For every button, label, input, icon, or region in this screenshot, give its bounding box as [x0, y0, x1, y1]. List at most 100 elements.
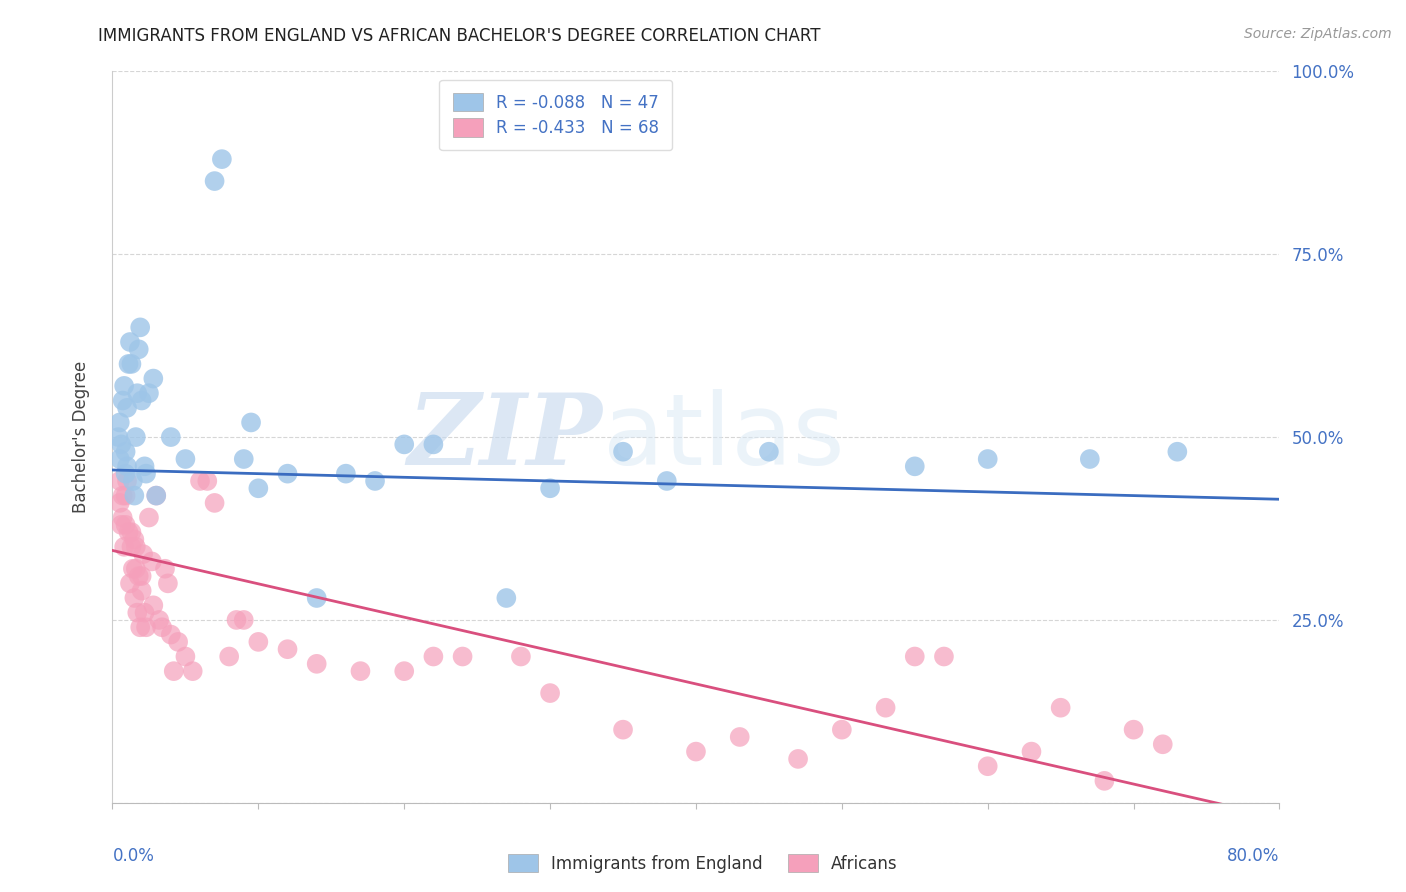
Point — [114, 444, 136, 458]
Point — [174, 452, 197, 467]
Point — [122, 474, 145, 488]
Point — [422, 437, 444, 451]
Text: Source: ZipAtlas.com: Source: ZipAtlas.com — [1244, 27, 1392, 41]
Point — [612, 723, 634, 737]
Point — [160, 627, 183, 641]
Y-axis label: Bachelor's Degree: Bachelor's Degree — [72, 361, 90, 513]
Point — [495, 591, 517, 605]
Point — [904, 649, 927, 664]
Point — [163, 664, 186, 678]
Point — [153, 562, 176, 576]
Point — [335, 467, 357, 481]
Point — [976, 452, 998, 467]
Point — [125, 430, 148, 444]
Point — [128, 569, 150, 583]
Point — [128, 343, 150, 357]
Point — [124, 591, 146, 605]
Point — [1166, 444, 1188, 458]
Legend: Immigrants from England, Africans: Immigrants from England, Africans — [502, 847, 904, 880]
Point — [1021, 745, 1043, 759]
Point — [875, 700, 897, 714]
Point — [120, 525, 142, 540]
Point — [305, 591, 328, 605]
Point — [167, 635, 190, 649]
Point — [181, 664, 204, 678]
Point — [204, 496, 226, 510]
Text: 0.0%: 0.0% — [112, 847, 155, 864]
Point — [538, 686, 561, 700]
Point — [145, 489, 167, 503]
Text: ZIP: ZIP — [408, 389, 603, 485]
Point — [247, 635, 270, 649]
Point — [111, 510, 134, 524]
Point — [758, 444, 780, 458]
Text: 80.0%: 80.0% — [1227, 847, 1279, 864]
Point — [129, 620, 152, 634]
Point — [131, 393, 153, 408]
Point — [195, 474, 218, 488]
Point — [509, 649, 531, 664]
Point — [188, 474, 211, 488]
Point — [134, 606, 156, 620]
Point — [135, 620, 157, 634]
Point — [110, 437, 132, 451]
Point — [138, 386, 160, 401]
Point — [108, 416, 131, 430]
Point — [134, 459, 156, 474]
Point — [125, 562, 148, 576]
Point — [108, 474, 131, 488]
Point — [141, 554, 163, 568]
Point — [111, 489, 134, 503]
Point — [117, 357, 139, 371]
Point — [129, 320, 152, 334]
Point — [110, 517, 132, 532]
Point — [114, 517, 136, 532]
Point — [117, 525, 139, 540]
Point — [685, 745, 707, 759]
Point — [225, 613, 247, 627]
Point — [211, 152, 233, 166]
Point — [612, 444, 634, 458]
Point — [218, 649, 240, 664]
Point — [150, 620, 173, 634]
Point — [114, 489, 136, 503]
Point — [240, 416, 263, 430]
Point — [108, 452, 131, 467]
Point — [305, 657, 328, 671]
Point — [160, 430, 183, 444]
Point — [120, 540, 142, 554]
Point — [111, 393, 134, 408]
Point — [451, 649, 474, 664]
Point — [115, 459, 138, 474]
Point — [232, 452, 254, 467]
Point — [1152, 737, 1174, 751]
Point — [108, 496, 131, 510]
Point — [904, 459, 927, 474]
Point — [276, 642, 298, 657]
Point — [538, 481, 561, 495]
Point — [831, 723, 853, 737]
Point — [127, 386, 149, 401]
Point — [174, 649, 197, 664]
Point — [125, 540, 148, 554]
Point — [1094, 773, 1116, 788]
Point — [138, 510, 160, 524]
Point — [112, 379, 135, 393]
Point — [1078, 452, 1101, 467]
Point — [124, 489, 146, 503]
Point — [115, 401, 138, 415]
Point — [122, 562, 145, 576]
Point — [364, 474, 387, 488]
Point — [932, 649, 955, 664]
Point — [120, 357, 142, 371]
Point — [148, 613, 170, 627]
Point — [394, 437, 416, 451]
Point — [1049, 700, 1071, 714]
Point — [107, 430, 129, 444]
Point — [127, 606, 149, 620]
Point — [976, 759, 998, 773]
Point — [132, 547, 155, 561]
Point — [349, 664, 371, 678]
Point — [728, 730, 751, 744]
Text: IMMIGRANTS FROM ENGLAND VS AFRICAN BACHELOR'S DEGREE CORRELATION CHART: IMMIGRANTS FROM ENGLAND VS AFRICAN BACHE… — [98, 27, 821, 45]
